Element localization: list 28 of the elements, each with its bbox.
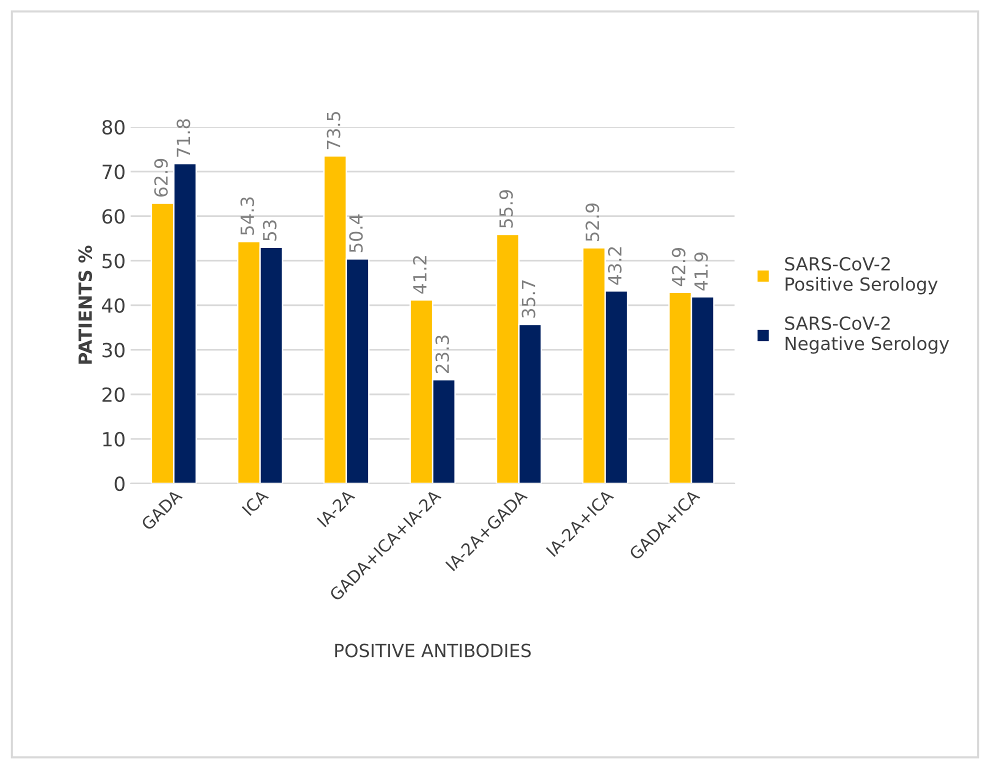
y-tick-label: 60 — [102, 209, 125, 224]
data-label: 52.9 — [586, 203, 600, 242]
y-axis-title: PATIENTS % — [78, 246, 92, 364]
y-tick-label: 50 — [102, 254, 125, 268]
data-label: 55.9 — [499, 190, 513, 228]
data-label: 23.3 — [435, 336, 450, 373]
y-tick-label: 80 — [102, 120, 125, 135]
data-label: 53 — [262, 220, 277, 241]
y-tick-label: 30 — [102, 342, 125, 358]
y-tick-label: 0 — [114, 476, 125, 492]
y-tick-label: 20 — [102, 387, 125, 402]
data-label: 35.7 — [522, 280, 536, 318]
y-tick-label: 40 — [102, 298, 125, 313]
data-label: 41.9 — [694, 252, 708, 291]
data-label: 41.2 — [412, 256, 426, 294]
legend-label: SARS-CoV-2 Positive Serology — [785, 257, 938, 294]
data-label: 62.9 — [154, 158, 168, 197]
data-label: 54.3 — [240, 197, 254, 235]
y-tick-label: 70 — [102, 164, 125, 180]
y-tick-label: 10 — [103, 432, 125, 447]
data-label: 71.8 — [176, 119, 190, 157]
legend-label: SARS-CoV-2 Negative Serology — [785, 316, 950, 354]
data-label: 50.4 — [349, 214, 363, 252]
data-label: 73.5 — [326, 112, 340, 150]
data-label: 42.9 — [672, 248, 686, 286]
data-label: 43.2 — [608, 247, 622, 285]
x-tick-label: ICA — [242, 488, 270, 516]
x-axis-title: POSITIVE ANTIBODIES — [335, 644, 531, 658]
